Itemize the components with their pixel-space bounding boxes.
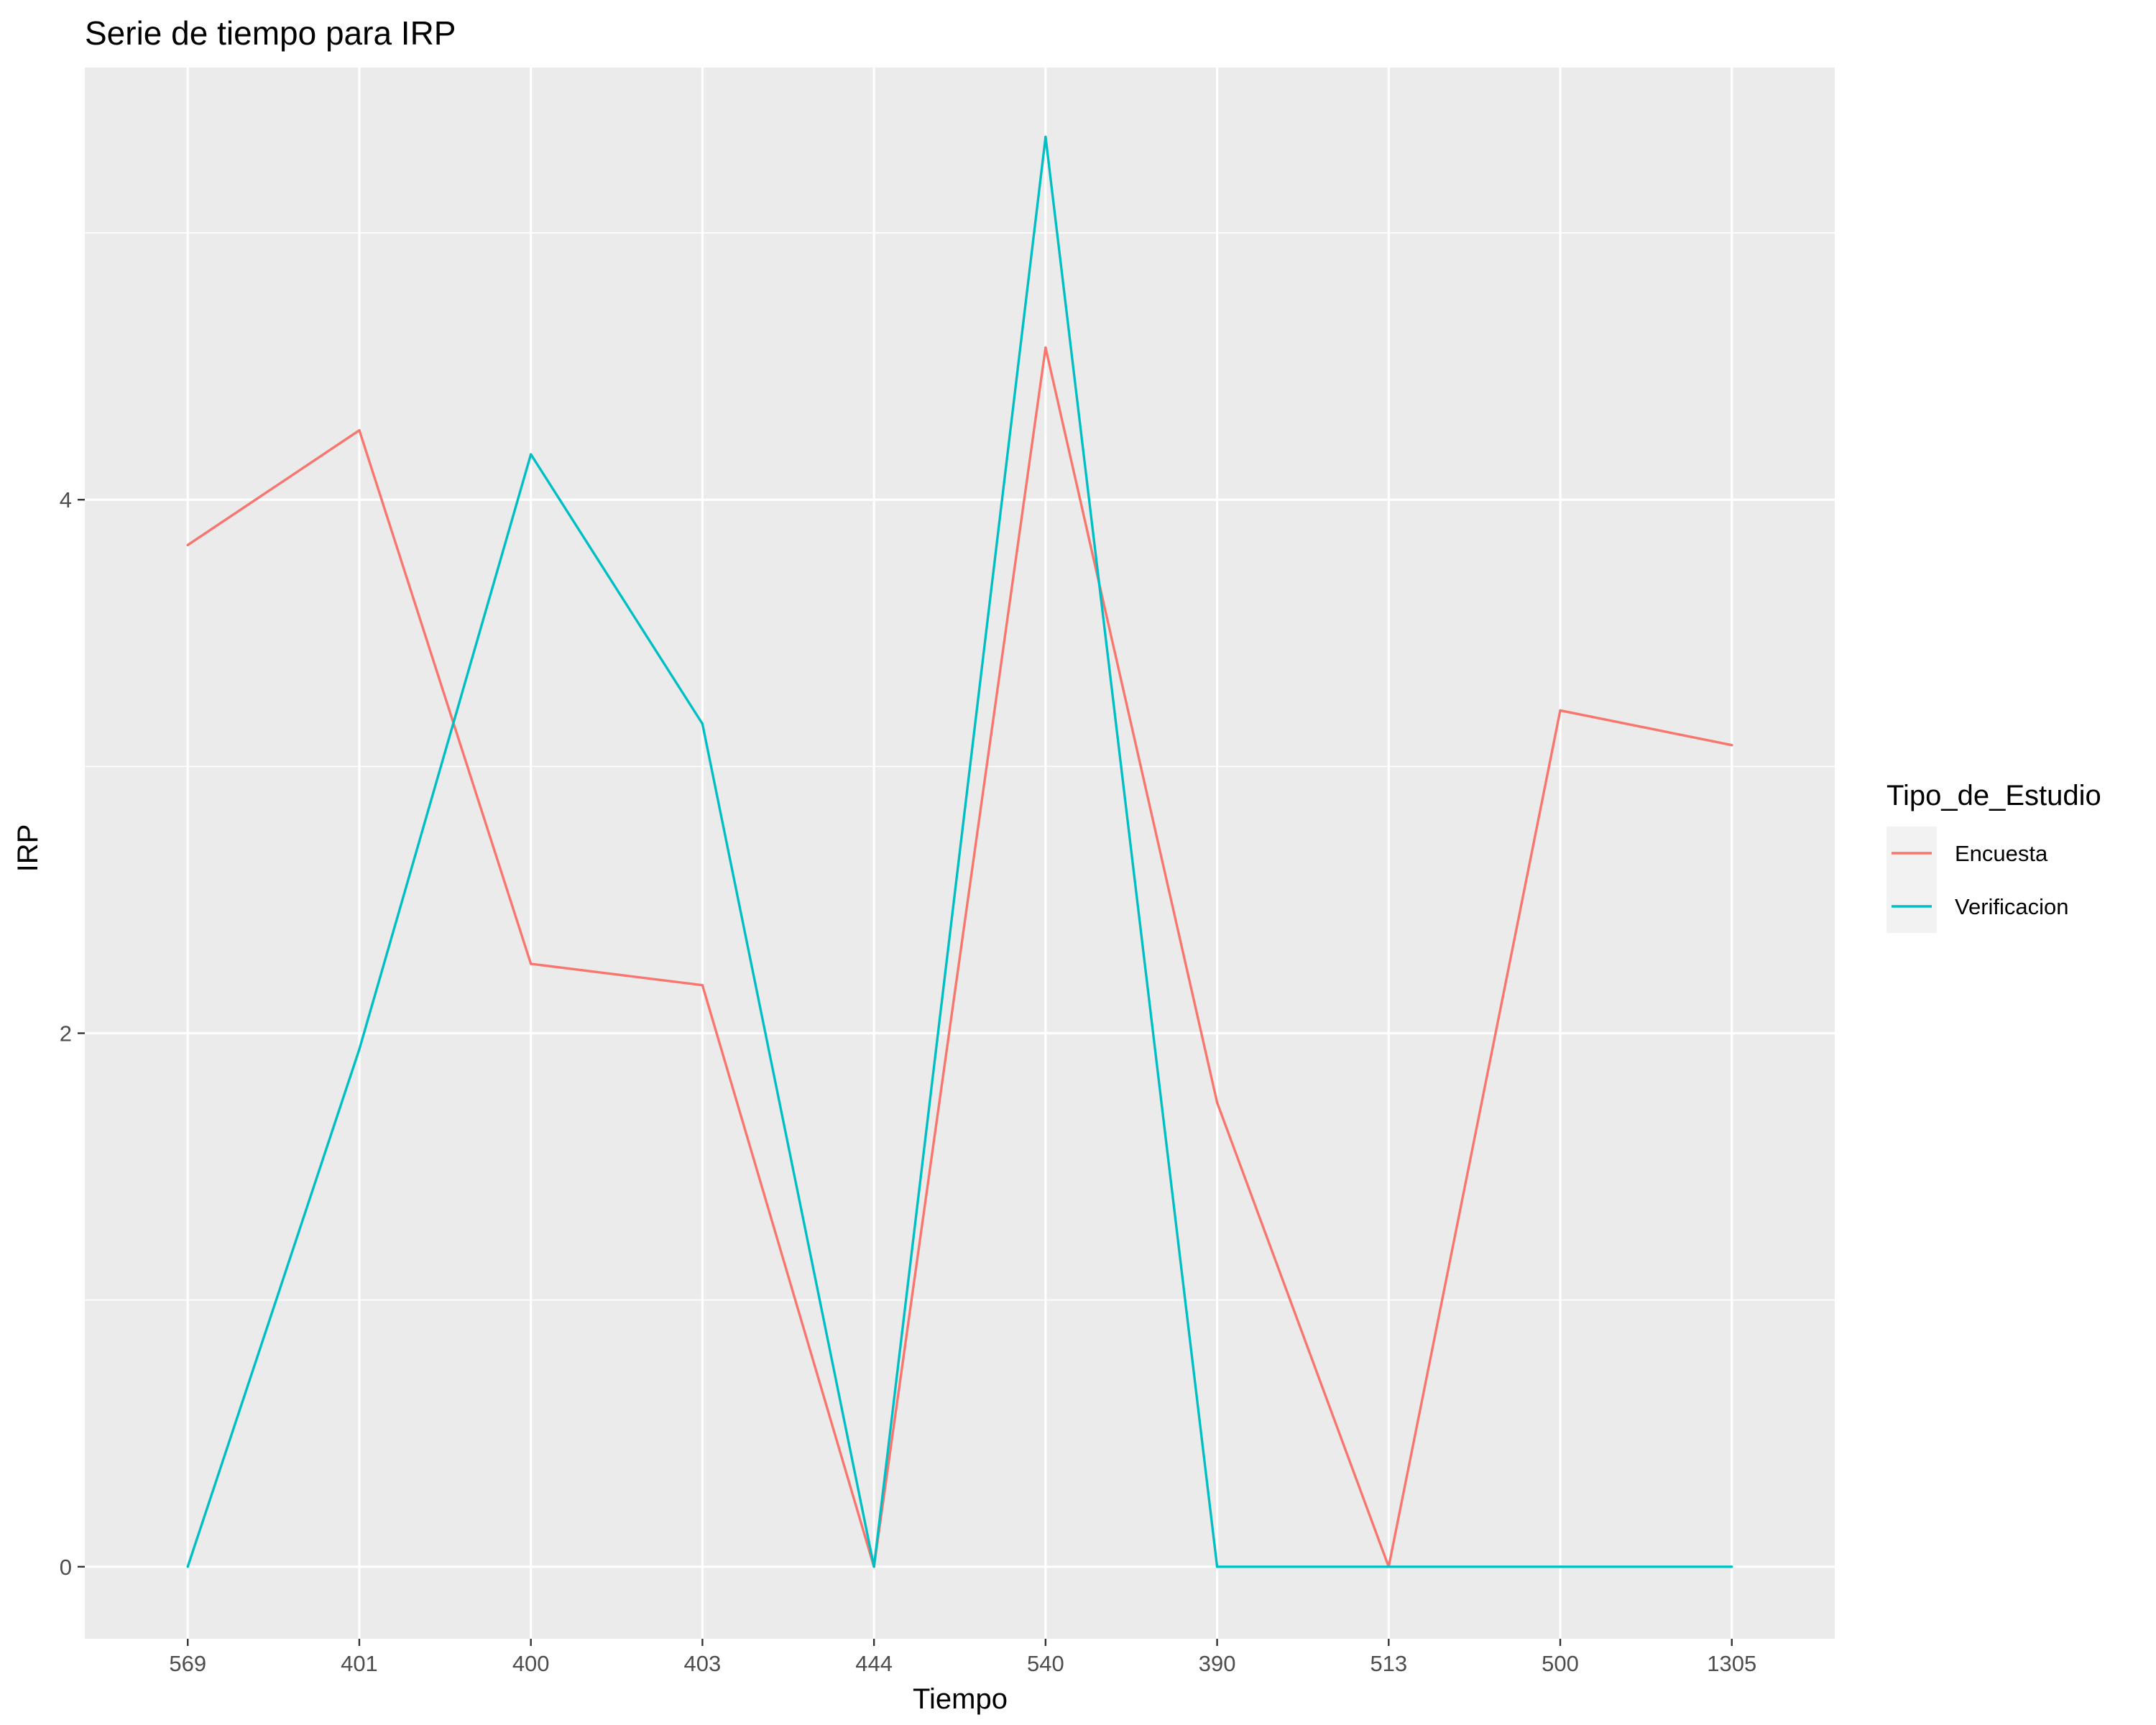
data-point-verificacion (358, 1048, 361, 1051)
series-line-encuesta (187, 346, 1733, 1568)
data-point-encuesta (701, 984, 704, 987)
data-point-encuesta (529, 962, 533, 965)
data-point-verificacion (872, 1565, 875, 1568)
data-point-verificacion (1731, 1565, 1733, 1568)
y-tick-label: 2 (60, 1021, 72, 1046)
x-tick-label: 403 (684, 1651, 722, 1676)
data-point-verificacion (1387, 1565, 1391, 1568)
y-axis: 0 2 4 (60, 487, 85, 1580)
data-point-verificacion (1044, 135, 1047, 139)
chart-title: Serie de tiempo para IRP (85, 14, 456, 52)
data-point-encuesta (358, 429, 361, 432)
x-axis-title: Tiempo (913, 1683, 1008, 1715)
legend-label-encuesta: Encuesta (1955, 841, 2048, 866)
data-point-encuesta (1044, 346, 1047, 349)
series-layer (186, 135, 1733, 1568)
legend-label-verificacion: Verificacion (1955, 894, 2069, 919)
legend-title: Tipo_de_Estudio (1886, 780, 2101, 811)
x-tick-label: 540 (1027, 1651, 1064, 1676)
x-tick-label: 513 (1370, 1651, 1407, 1676)
grid-minor (85, 232, 1835, 1301)
data-point-encuesta (1215, 1101, 1219, 1104)
data-point-verificacion (701, 722, 704, 725)
y-axis-title: IRP (12, 824, 44, 873)
x-tick-label: 390 (1199, 1651, 1236, 1676)
data-point-encuesta (1731, 743, 1733, 747)
x-tick-label: 1305 (1707, 1651, 1756, 1676)
data-point-encuesta (1559, 709, 1562, 712)
data-point-verificacion (186, 1565, 189, 1568)
x-tick-label: 444 (855, 1651, 893, 1676)
x-tick-label: 401 (341, 1651, 378, 1676)
y-tick-label: 0 (60, 1555, 72, 1580)
legend: Tipo_de_Estudio Encuesta Verificacion (1886, 780, 2101, 933)
x-tick-label: 500 (1542, 1651, 1579, 1676)
data-point-verificacion (1215, 1565, 1219, 1568)
data-point-verificacion (529, 453, 533, 456)
x-tick-label: 400 (512, 1651, 550, 1676)
data-point-verificacion (1559, 1565, 1562, 1568)
data-point-encuesta (186, 543, 189, 547)
x-axis: 569 401 400 403 444 540 390 513 500 1305 (169, 1639, 1756, 1676)
x-tick-label: 569 (169, 1651, 206, 1676)
series-line-verificacion (186, 135, 1732, 1568)
grid-major (85, 68, 1835, 1639)
y-tick-label: 4 (60, 487, 72, 512)
